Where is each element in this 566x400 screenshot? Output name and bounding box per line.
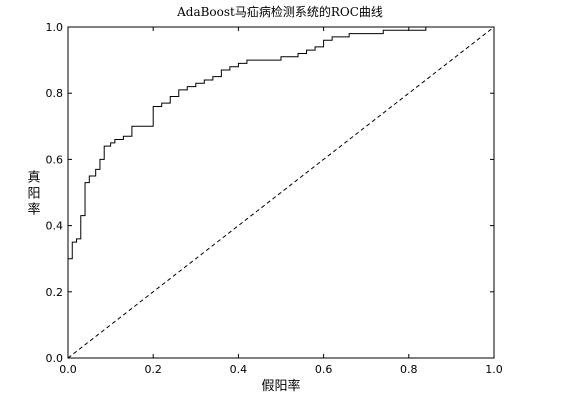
x-axis: 0.0 0.2 0.4 0.6 0.8 1.0 xyxy=(59,27,503,376)
y-tick-label: 0.8 xyxy=(46,87,64,100)
chart-title: AdaBoost马疝病检测系统的ROC曲线 xyxy=(176,4,383,19)
x-tick-label: 0.8 xyxy=(400,363,418,376)
y-tick-label: 0.0 xyxy=(46,352,64,365)
y-tick-label: 0.6 xyxy=(46,153,64,166)
x-tick-label: 0.4 xyxy=(230,363,248,376)
y-tick-label: 0.2 xyxy=(46,286,64,299)
plot-content xyxy=(68,27,494,358)
x-axis-label: 假阳率 xyxy=(261,378,300,394)
y-axis: 0.0 0.2 0.4 0.6 0.8 1.0 xyxy=(46,21,495,365)
x-tick-label: 0.2 xyxy=(144,363,162,376)
y-axis-label: 真阳率 xyxy=(27,171,40,218)
y-tick-label: 0.4 xyxy=(46,220,64,233)
random-guess-line xyxy=(68,27,494,358)
x-tick-label: 0.6 xyxy=(315,363,333,376)
x-tick-label: 1.0 xyxy=(485,363,503,376)
y-tick-label: 1.0 xyxy=(46,21,64,34)
